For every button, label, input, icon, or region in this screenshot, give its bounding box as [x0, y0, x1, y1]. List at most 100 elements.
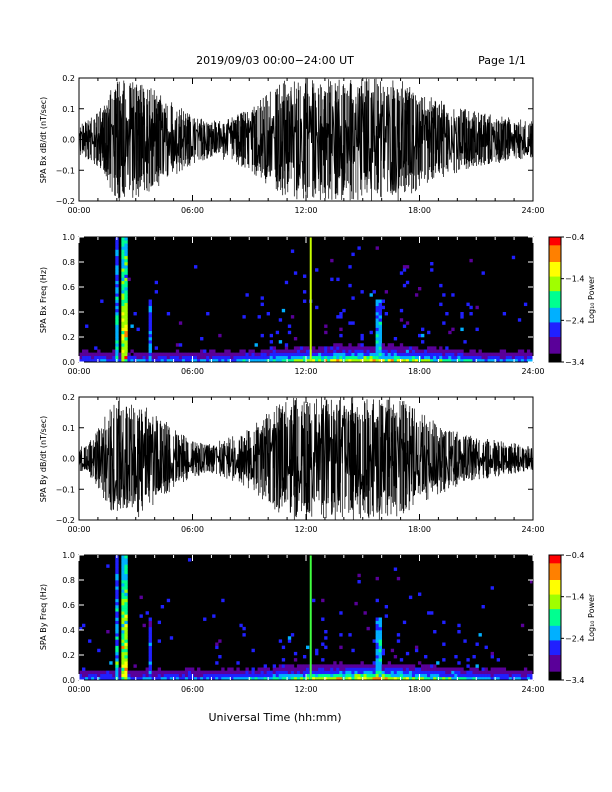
spectrogram-cell [411, 664, 416, 668]
spectrogram-cell [493, 352, 497, 357]
colorbar-segment [549, 337, 561, 340]
spectrogram-cell [408, 358, 413, 363]
spectrogram-cell [475, 664, 479, 668]
colorbar-label: Log₁₀ Power [587, 275, 596, 323]
spectrogram-cell [457, 670, 461, 675]
spectrogram-cell [236, 661, 240, 665]
y-tick-label: 0.1 [62, 424, 75, 433]
spectrogram-cell [124, 237, 128, 241]
spectrogram-cell [378, 633, 382, 637]
spectrogram-cell [405, 280, 410, 285]
spectrogram-cell [260, 676, 264, 681]
spectrogram-cell [517, 349, 522, 353]
spectrogram-cell [360, 352, 364, 357]
spectrogram-cell [121, 333, 125, 338]
spectrogram-cell [124, 312, 128, 316]
spectrogram-cell [124, 648, 128, 653]
spectrogram-cell [405, 265, 410, 269]
spectrogram-cell [457, 676, 461, 681]
spectrogram-cell [124, 567, 128, 571]
spectrogram-cell [469, 673, 473, 678]
spectrogram-cell [269, 670, 274, 675]
spectrogram-cell [375, 655, 379, 659]
spectrogram-cell [263, 667, 267, 671]
colorbar-segment [549, 580, 561, 583]
spectrogram-cell [529, 580, 534, 584]
spectrogram-cell [302, 346, 307, 350]
spectrogram-cell [369, 352, 373, 357]
spectrogram-cell [266, 349, 270, 353]
spectrogram-cell [148, 667, 152, 671]
spectrogram-cell [339, 667, 343, 671]
spectrogram-cell [136, 358, 140, 363]
spectrogram-cell [163, 676, 168, 681]
spectrogram-cell [375, 617, 379, 621]
spectrogram-cell [263, 670, 267, 675]
spectrogram-cell [212, 676, 216, 681]
spectrogram-cell [112, 676, 116, 681]
spectrogram-cell [381, 346, 385, 350]
spectrogram-cell [372, 358, 376, 363]
colorbar-segment [549, 561, 561, 564]
spectrogram-cell [508, 355, 513, 360]
spectrogram-cell [263, 349, 267, 353]
spectrogram-cell [248, 355, 252, 360]
spectrogram-cell [345, 355, 349, 360]
spectrogram-cell [124, 555, 128, 559]
spectrogram-cell [502, 355, 507, 360]
spectrogram-cell [121, 240, 125, 244]
spectrogram-cell [112, 352, 116, 357]
spectrogram-cell [82, 670, 86, 675]
spectrogram-cell [124, 243, 128, 247]
spectrogram-cell [375, 346, 379, 350]
spectrogram-cell [375, 337, 379, 341]
spectrogram-cell [378, 352, 382, 357]
spectrogram-cell [293, 355, 298, 360]
spectrogram-cell [266, 355, 270, 360]
spectrogram-cell [375, 673, 379, 678]
spectrogram-cell [451, 352, 455, 357]
spectrogram-cell [121, 312, 125, 316]
spectrogram-cell [378, 324, 382, 328]
spectrogram-cell [278, 340, 283, 344]
spectrogram-cell [433, 667, 437, 671]
spectrogram-cell [269, 333, 274, 338]
spectrogram-cell [145, 352, 149, 357]
spectrogram-cell [284, 358, 289, 363]
spectrogram-cell [200, 676, 204, 681]
spectrogram-cell [224, 352, 228, 357]
x-tick-label: 12:00 [294, 685, 317, 694]
spectrogram-cell [115, 567, 119, 571]
spectrogram-cell [366, 358, 370, 363]
colorbar-tick-label: −2.4 [565, 316, 584, 325]
spectrogram-cell [212, 355, 216, 360]
spectrogram-cell [115, 648, 119, 653]
spectrogram-cell [333, 343, 337, 347]
colorbar-segment [549, 555, 561, 558]
spectrogram-cell [430, 355, 434, 360]
spectrogram-cell [324, 330, 328, 335]
spectrogram-cell [278, 667, 283, 671]
spectrogram-cell [160, 670, 165, 675]
spectrogram-cell [372, 673, 376, 678]
spectrogram-cell [178, 321, 183, 325]
spectrogram-cell [499, 673, 504, 678]
colorbar-segment [549, 257, 561, 261]
spectrogram-cell [342, 673, 346, 678]
spectrogram-cell [79, 626, 83, 631]
spectrogram-cell [172, 676, 177, 681]
spectrogram-cell [124, 349, 128, 353]
spectrogram-cell [82, 352, 86, 357]
spectrogram-cell [363, 349, 367, 353]
spectrogram-cell [121, 605, 125, 609]
spectrogram-cell [523, 670, 528, 675]
spectrogram-cell [405, 321, 410, 325]
spectrogram-cell [448, 352, 452, 357]
spectrogram-cell [478, 355, 482, 360]
spectrogram-cell [463, 340, 467, 344]
colorbar-tick-label: −0.4 [565, 551, 584, 560]
spectrogram-cell [115, 573, 119, 578]
spectrogram-cell [203, 670, 207, 675]
spectrogram-cell [430, 673, 434, 678]
spectrogram-cell [121, 265, 125, 269]
